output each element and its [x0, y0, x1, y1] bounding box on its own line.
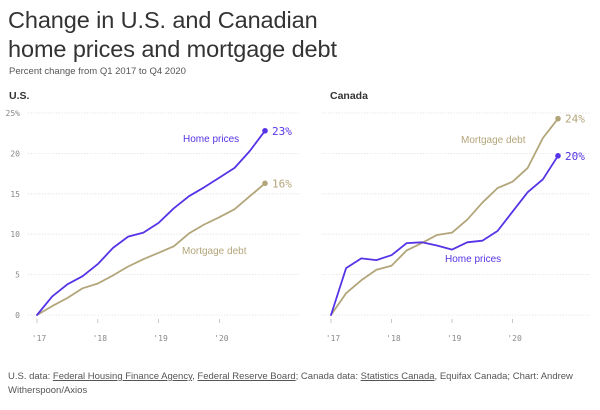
- x-tick-label-canada-18: '18: [386, 334, 401, 343]
- x-tick-label-canada-19: '19: [447, 334, 462, 343]
- chart-panel-us: U.S. 0 5 10 15 20 25% '17 '18 '19 '20 16% Mortgage d…: [6, 90, 300, 343]
- panel-title-us: U.S.: [9, 90, 30, 102]
- series-label-us-home-prices: Home prices: [183, 134, 239, 145]
- x-tick-label-us-18: '18: [93, 334, 108, 343]
- end-label-canada-mortgage-debt: 24%: [565, 113, 585, 126]
- source-note: U.S. data: Federal Housing Finance Agenc…: [8, 370, 593, 398]
- x-tick-label-canada-20: '20: [507, 334, 522, 343]
- chart-panel-canada: Canada '17 '18 '19 '20 24% Mortgage debt 20% Hom…: [322, 90, 590, 343]
- panel-title-canada: Canada: [330, 90, 368, 102]
- end-label-us-home-prices: 23%: [272, 125, 292, 138]
- y-tick-label-us-20: 20: [10, 149, 20, 158]
- end-point-us-mortgage-debt: [262, 180, 268, 187]
- source-suffix: , Equifax Canada; Chart: Andrew Withersp…: [8, 371, 573, 396]
- source-middle: ; Canada data:: [295, 371, 361, 382]
- series-label-us-mortgage-debt: Mortgage debt: [182, 246, 247, 257]
- source-separator: ,: [192, 371, 198, 382]
- series-label-canada-home-prices: Home prices: [445, 254, 501, 265]
- source-link-fhfa[interactable]: Federal Housing Finance Agency: [52, 371, 193, 382]
- source-prefix: U.S. data:: [8, 371, 53, 382]
- end-point-canada-home-prices: [555, 153, 561, 159]
- x-tick-label-canada-17: '17: [326, 334, 341, 343]
- source-link-statistics-canada[interactable]: Statistics Canada: [360, 371, 435, 382]
- x-tick-label-us-17: '17: [32, 334, 47, 343]
- end-label-canada-home-prices: 20%: [565, 150, 585, 163]
- series-line-us-home-prices: [36, 129, 266, 316]
- title-line-1: Change in U.S. and Canadian: [8, 7, 318, 33]
- chart-title: Change in U.S. and Canadian home prices a…: [8, 6, 568, 64]
- y-tick-label-us-5: 5: [15, 271, 20, 280]
- charts-area: U.S. 0 5 10 15 20 25% '17 '18 '19 '20 16% Mortgage d…: [6, 90, 590, 343]
- y-tick-label-us-15: 15: [10, 190, 20, 199]
- end-label-us-mortgage-debt: 16%: [272, 177, 292, 190]
- end-point-canada-mortgage-debt: [555, 115, 561, 122]
- title-line-2: home prices and mortgage debt: [8, 36, 337, 62]
- series-line-us-mortgage-debt: [36, 182, 266, 316]
- chart-subtitle: Percent change from Q1 2017 to Q4 2020: [9, 66, 186, 77]
- source-link-federal-reserve[interactable]: Federal Reserve Board: [197, 371, 296, 382]
- x-tick-label-us-19: '19: [153, 334, 168, 343]
- y-tick-label-us-25: 25%: [6, 109, 21, 118]
- end-point-us-home-prices: [262, 127, 268, 134]
- y-tick-label-us-10: 10: [10, 230, 20, 239]
- series-line-canada-home-prices: [330, 154, 559, 316]
- x-tick-label-us-20: '20: [214, 334, 229, 343]
- y-tick-label-us-0: 0: [15, 311, 20, 320]
- series-label-canada-mortgage-debt: Mortgage debt: [461, 135, 526, 146]
- series-line-canada-mortgage-debt: [330, 117, 559, 316]
